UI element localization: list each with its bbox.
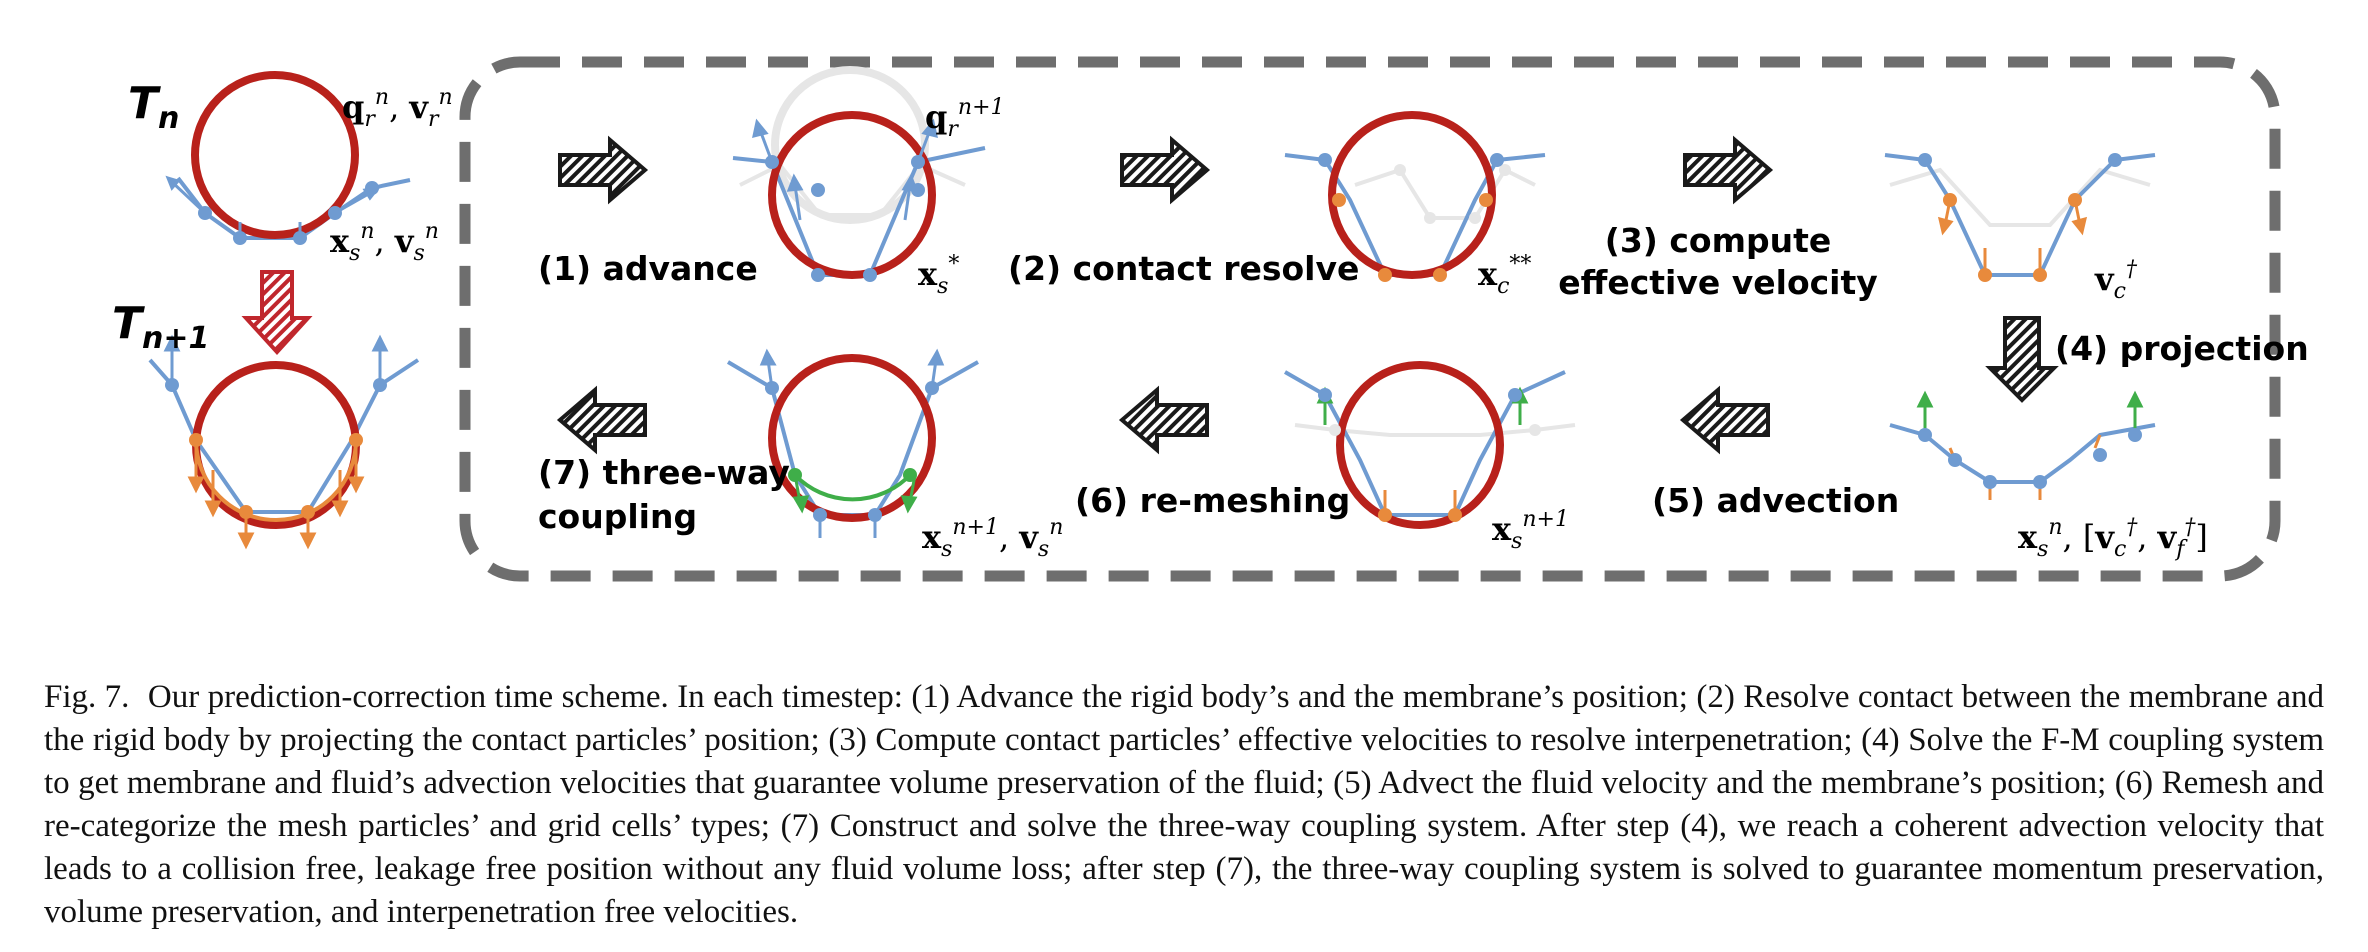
arrow-step5-icon bbox=[1679, 385, 1770, 455]
step7-label-line2: coupling bbox=[538, 497, 697, 536]
math-vc-dag: vc† bbox=[2094, 257, 2138, 304]
arrow-step6-icon bbox=[1118, 385, 1209, 455]
step5-label: (5) advection bbox=[1652, 481, 1899, 520]
panel-tn1 bbox=[148, 334, 420, 550]
step6-label: (6) re-meshing bbox=[1075, 481, 1350, 520]
panel-tn bbox=[165, 71, 411, 245]
step7-label-line1: (7) three-way bbox=[538, 453, 790, 492]
tn-label: Tn bbox=[128, 78, 179, 136]
panel-remeshing bbox=[726, 348, 979, 538]
math-xs-n1: xsn+1 bbox=[1492, 507, 1569, 554]
arrow-step3-icon bbox=[1683, 135, 1774, 205]
arrow-step4-icon bbox=[1985, 316, 2059, 403]
math-xs-star: xs* bbox=[918, 252, 959, 299]
figure-number: Fig. 7. bbox=[44, 679, 130, 715]
step3-label-line2: effective velocity bbox=[1558, 263, 1878, 302]
arrow-step2-icon bbox=[1120, 135, 1211, 205]
arrow-timestep-icon bbox=[241, 270, 313, 355]
figure-caption: Fig. 7. Our prediction-correction time s… bbox=[44, 676, 2324, 934]
panel-advection bbox=[1284, 361, 1576, 529]
step1-label: (1) advance bbox=[538, 249, 758, 288]
math-xs-n-bracket: xsn, [vc†, vf†] bbox=[2018, 515, 2208, 562]
tn1-label: Tn+1 bbox=[112, 298, 209, 356]
math-xc-2star: xc** bbox=[1478, 252, 1531, 299]
step3-label-line1: (3) compute bbox=[1605, 221, 1832, 260]
panel-advance bbox=[732, 66, 986, 282]
math-xs-n1-vs: xsn+1, vsn bbox=[922, 515, 1063, 562]
arrow-step1-icon bbox=[558, 135, 649, 205]
arrow-step7-icon bbox=[556, 385, 647, 455]
panel-contact-resolve bbox=[1284, 111, 1546, 282]
process-frame bbox=[459, 56, 2281, 582]
caption-text: Our prediction-correction time scheme. I… bbox=[44, 679, 2325, 930]
time-scheme-figure: Tn Tn+1 (1) advance (2) contact resolve … bbox=[112, 56, 2309, 582]
step4-label: (4) projection bbox=[2055, 329, 2309, 368]
step2-label: (2) contact resolve bbox=[1008, 249, 1359, 288]
panel-projection bbox=[1889, 390, 2156, 500]
panel-effective-velocity bbox=[1884, 153, 2156, 282]
math-xs-n: xsn, vsn bbox=[330, 219, 439, 266]
math-qr-n: qrn, vrn bbox=[342, 85, 453, 132]
math-qr-n1: qrn+1 bbox=[925, 95, 1005, 142]
